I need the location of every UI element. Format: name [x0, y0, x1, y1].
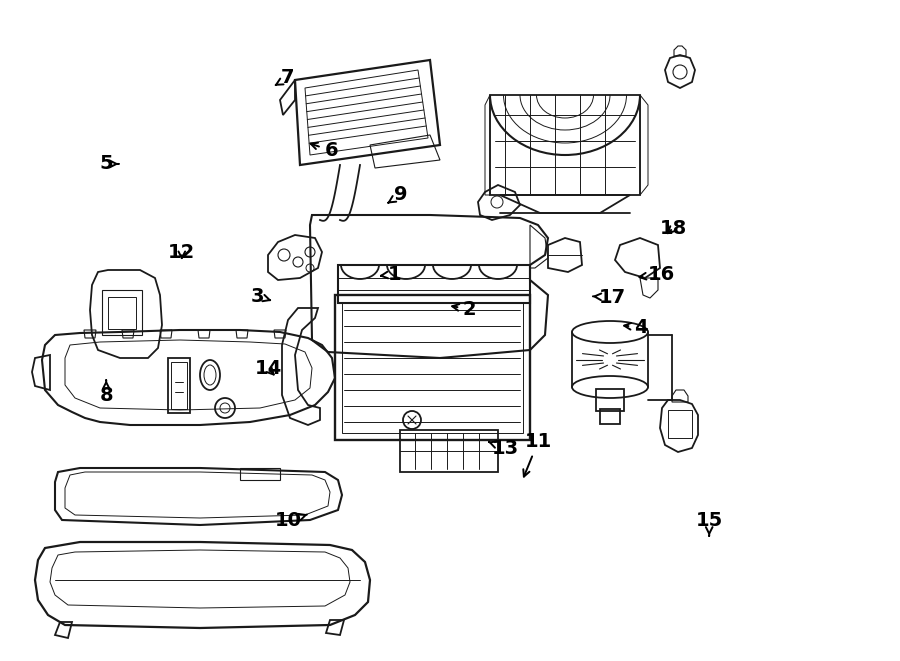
- Text: 14: 14: [255, 360, 282, 378]
- Text: 4: 4: [624, 318, 648, 336]
- Text: 13: 13: [489, 439, 519, 457]
- Bar: [335, 295, 530, 440]
- Text: 16: 16: [639, 265, 675, 284]
- Bar: [338, 265, 530, 303]
- Text: 1: 1: [381, 265, 401, 284]
- Bar: [168, 358, 190, 413]
- Bar: [102, 290, 142, 335]
- Bar: [342, 302, 523, 433]
- Bar: [600, 409, 620, 424]
- Bar: [490, 95, 640, 195]
- Bar: [668, 410, 692, 438]
- Bar: [240, 468, 280, 480]
- Bar: [171, 362, 187, 409]
- Text: 17: 17: [593, 288, 626, 307]
- Text: 9: 9: [388, 186, 407, 204]
- Text: 3: 3: [250, 287, 270, 305]
- Text: 12: 12: [168, 243, 195, 262]
- Bar: [108, 297, 136, 329]
- Text: 2: 2: [452, 300, 477, 319]
- Bar: [400, 430, 498, 472]
- Text: 11: 11: [523, 432, 552, 477]
- Text: 10: 10: [274, 512, 307, 530]
- Text: 8: 8: [99, 380, 113, 405]
- Text: 15: 15: [696, 512, 723, 536]
- Text: 5: 5: [99, 155, 119, 173]
- Bar: [596, 389, 624, 411]
- Text: 6: 6: [310, 141, 338, 160]
- Text: 18: 18: [660, 219, 687, 237]
- Text: 7: 7: [275, 69, 295, 87]
